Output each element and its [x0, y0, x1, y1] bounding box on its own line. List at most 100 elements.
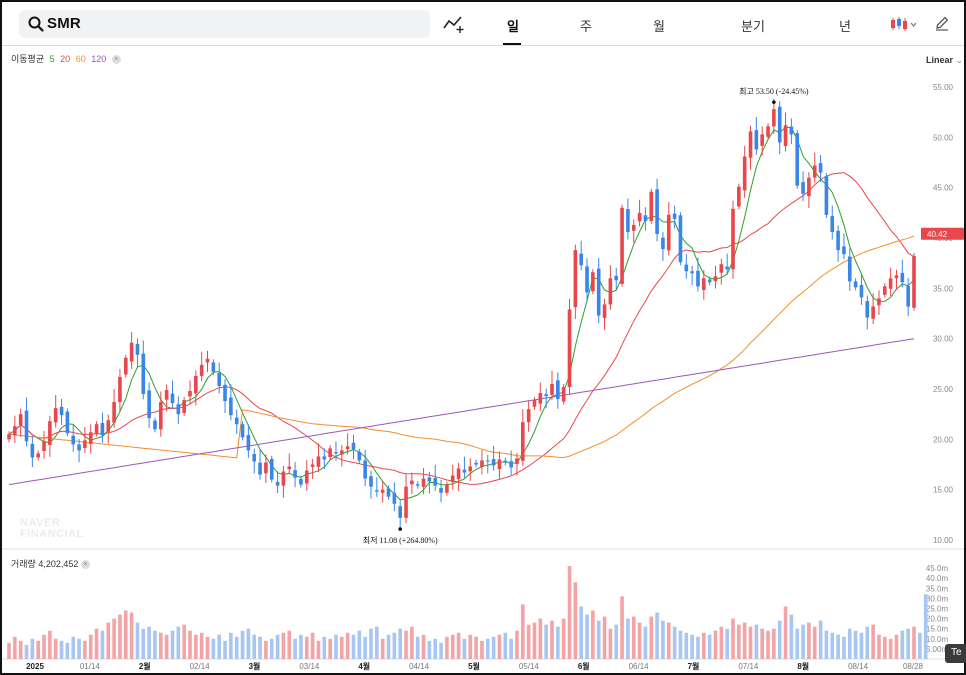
candle	[789, 126, 794, 135]
candle	[7, 434, 11, 440]
candle	[777, 106, 782, 143]
volume-bar	[88, 634, 93, 659]
volume-bar	[100, 630, 105, 659]
volume-bar	[480, 640, 484, 659]
candle	[135, 343, 140, 355]
search-query[interactable]: SMR	[47, 15, 81, 32]
candle	[13, 426, 17, 436]
candle	[684, 264, 689, 272]
x-tick-label: 4월	[358, 661, 370, 671]
volume-bar	[199, 632, 204, 659]
candle	[345, 446, 350, 450]
candle	[158, 402, 163, 430]
x-tick-label: 7월	[688, 661, 700, 671]
volume-bar	[176, 626, 181, 659]
pencil-icon[interactable]	[934, 15, 950, 31]
candle	[392, 493, 397, 504]
candle	[310, 464, 315, 467]
x-tick-label: 8월	[797, 661, 809, 671]
ma-settings-icon[interactable]: ×	[111, 55, 121, 65]
candle	[912, 256, 916, 308]
candle	[877, 298, 881, 306]
chart-type-candle-icon[interactable]	[890, 16, 918, 32]
candle	[579, 253, 584, 266]
y-tick-label: 10.00	[933, 536, 954, 545]
candle	[439, 488, 443, 493]
volume-bar	[520, 604, 525, 659]
volume-bar	[719, 626, 724, 659]
volume-bar	[900, 630, 905, 659]
x-tick-label: 01/14	[80, 662, 101, 671]
candle	[485, 460, 490, 462]
y-tick-label: 15.00	[933, 486, 954, 495]
candle	[106, 420, 111, 432]
scale-mode-dropdown[interactable]: Linear ⌄	[926, 55, 963, 66]
add-indicator-icon[interactable]	[443, 14, 465, 34]
price-chart[interactable]: 55.0050.0045.0040.0035.0030.0025.0020.00…	[2, 47, 964, 675]
volume-bar	[421, 634, 426, 659]
volume-settings-icon[interactable]: ×	[80, 560, 90, 570]
volume-bar	[742, 622, 747, 659]
volume-bar	[497, 634, 502, 659]
candle	[701, 278, 706, 290]
low-marker	[398, 527, 402, 531]
candle	[760, 134, 765, 146]
candle	[631, 224, 636, 231]
ma-period-20: 20	[60, 54, 71, 64]
volume-bar	[53, 638, 58, 659]
tab-day[interactable]: 일	[507, 19, 519, 34]
volume-bar	[24, 644, 29, 659]
volume-bar	[882, 636, 887, 659]
volume-bar	[65, 642, 70, 659]
volume-bar	[474, 636, 478, 659]
candle	[351, 442, 356, 450]
candle	[100, 423, 105, 436]
volume-bar	[450, 634, 455, 659]
volume-tick-label: 40.0m	[926, 574, 949, 583]
volume-bar	[918, 632, 922, 659]
tab-quarter[interactable]: 분기	[741, 19, 765, 34]
candle	[380, 489, 385, 493]
candle	[497, 459, 502, 470]
candle	[696, 270, 700, 287]
current-price-label: 40.42	[927, 230, 948, 239]
candle	[275, 481, 280, 486]
ma60-line	[8, 235, 915, 459]
volume-bar	[620, 596, 624, 659]
volume-bar	[404, 630, 408, 659]
candle	[474, 462, 478, 465]
candle	[801, 182, 805, 194]
corner-tag[interactable]: Te	[945, 644, 966, 663]
x-tick-label: 2월	[139, 661, 151, 671]
tab-month[interactable]: 월	[653, 19, 665, 34]
volume-bar	[830, 632, 835, 659]
volume-tick-label: 25.0m	[926, 604, 949, 613]
volume-bar	[439, 642, 443, 659]
candle	[672, 213, 677, 219]
candle	[246, 434, 251, 451]
volume-tick-label: 15.0m	[926, 625, 949, 634]
volume-bar	[731, 618, 735, 659]
candle	[515, 458, 519, 464]
x-tick-label: 2025	[26, 662, 44, 671]
tab-year[interactable]: 년	[839, 19, 851, 34]
volume-bar	[188, 630, 192, 659]
candle	[719, 264, 724, 273]
volume-bar	[194, 634, 198, 659]
candle	[322, 456, 327, 460]
volume-bar	[83, 640, 87, 659]
current-price-box	[921, 227, 964, 240]
candle	[281, 471, 286, 486]
tab-week[interactable]: 주	[580, 19, 592, 34]
volume-legend[interactable]: 거래량 4,202,452 ×	[11, 557, 90, 570]
candle	[894, 275, 899, 279]
volume-bar	[801, 624, 805, 659]
search-box[interactable]: SMR	[19, 10, 430, 38]
candle	[129, 342, 134, 362]
candle	[30, 443, 35, 458]
volume-bar	[147, 626, 151, 659]
volume-bar	[678, 630, 683, 659]
volume-bar	[906, 628, 910, 659]
moving-average-legend[interactable]: 이동평균 5 20 60 120 ×	[11, 52, 124, 65]
candle	[433, 477, 438, 486]
